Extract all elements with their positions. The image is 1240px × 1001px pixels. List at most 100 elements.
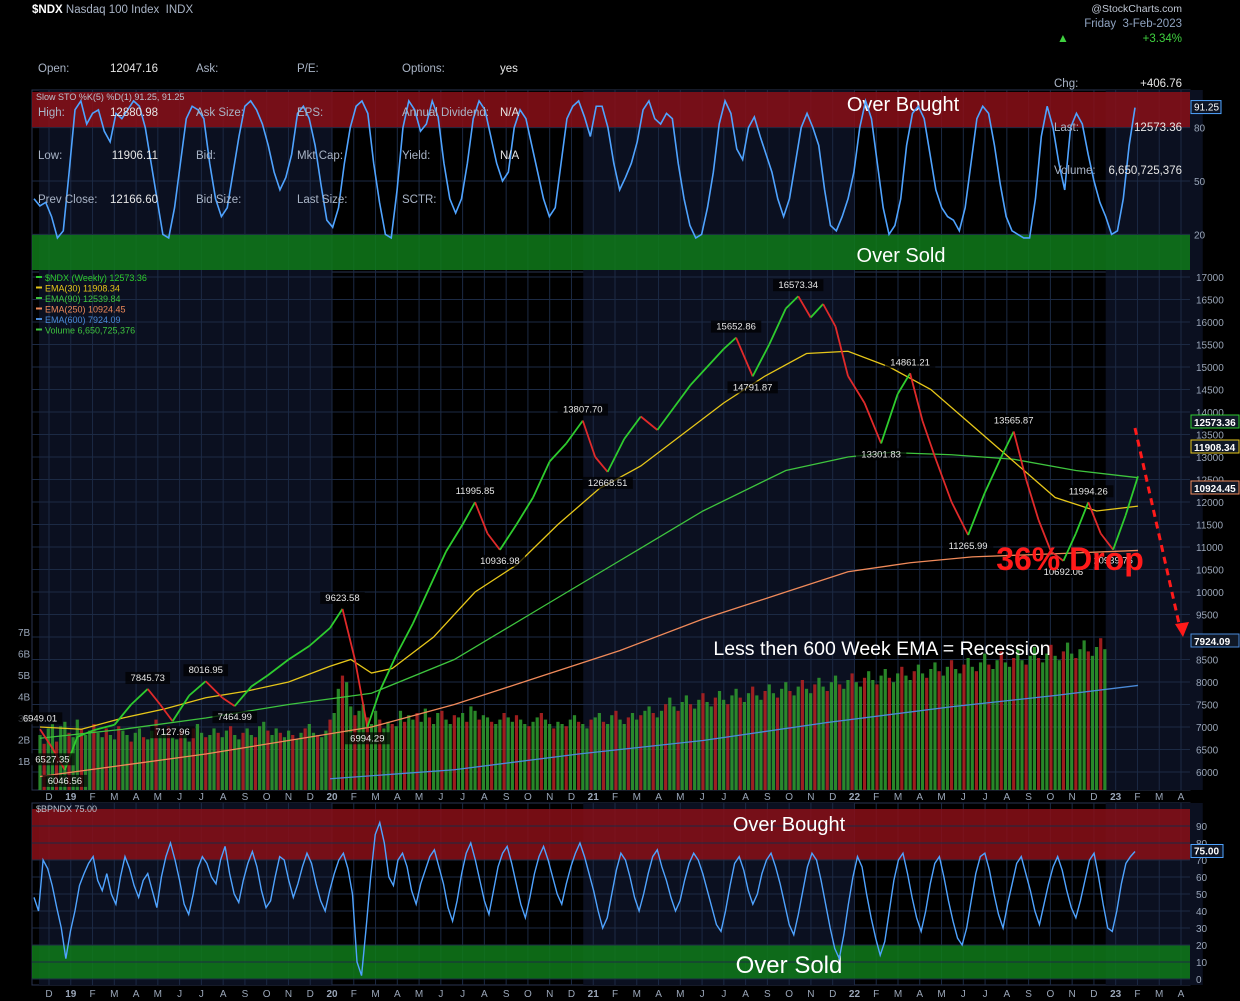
last-label: Last: [1054,121,1079,134]
volume-bar [506,717,510,790]
x-tick-label: 23 [1110,989,1122,1000]
price-tag: 12573.36 [1194,418,1236,429]
price-segment [950,501,969,536]
price-segment [130,688,149,706]
x-tick-label: D [307,989,314,1000]
volume-bar [825,691,829,790]
legend-entry: EMA(250) 10924.45 [45,305,126,315]
price-segment [594,456,609,473]
volume-bar [175,739,179,790]
volume-bar [788,691,792,790]
volume-label: Volume: [1054,165,1096,177]
price-segment [234,685,253,707]
volume-y-tick: 6B [18,650,31,661]
volume-bar [42,743,46,790]
volume-bar [104,728,108,790]
peak-label-bg [345,732,390,745]
price-segment [565,420,584,445]
volume-bar [941,675,945,790]
volume-bar [659,710,664,790]
x-tick-label: F [351,989,357,1000]
sto-legend: Slow STO %K(5) %D(1) 91.25, 91.25 [36,92,184,102]
ask-label: Ask: [196,63,219,75]
peak-label: 10939.76 [1093,556,1133,567]
lastsize-label: Last Size: [297,193,348,206]
volume-bar [465,721,469,790]
peak-label-bg [1087,554,1139,567]
volume-bar [473,710,477,790]
dividend-label: Annual Dividend: [402,106,489,119]
x-tick-label: F [873,792,879,803]
x-tick-label: A [220,989,227,1000]
prevclose-label: Prev Close: [38,193,98,206]
volume-bar [183,735,187,790]
drop-arrow-line [1133,427,1182,629]
volume-bar [357,710,361,790]
x-tick-label: J [961,989,966,1000]
change-pct: +3.34% [1142,33,1182,45]
peak-label-bg [449,485,501,498]
price-segment [810,303,824,319]
price-tag: 10924.45 [1194,484,1236,495]
volume-bar [746,693,751,790]
x-tick-label: F [89,792,95,803]
x-tick-label: J [721,792,726,803]
peak-label-bg [320,591,365,604]
chart-title: $NDX Nasdaq 100 Index INDX [32,4,193,16]
price-segment [863,402,882,444]
x-tick-label: O [263,792,271,803]
volume-bar [514,715,519,790]
bp-y-tick: 30 [1196,924,1208,935]
volume-bar [796,686,800,790]
stats-col1-labels: Open: High: Low: Prev Close: [38,33,97,222]
x-tick-label: J [199,792,204,803]
price-segment [847,375,866,404]
x-tick-label: 20 [326,792,338,803]
price-segment [1025,479,1040,521]
price-segment [1012,431,1027,480]
price-segment [76,729,95,738]
volume-bar [1036,658,1041,790]
volume-bar [1007,666,1012,790]
stats-col2: Ask: Ask Size: Bid: Bid Size: [196,33,244,222]
x-tick-label: M [894,792,902,803]
volume-bar [494,724,498,790]
price-y-tick: 13000 [1196,453,1224,464]
price-segment [880,393,899,444]
volume-bar [386,721,390,790]
volume-bar [1082,640,1086,790]
open-value: 12047.16 [110,63,158,75]
peak-label: 7127.96 [155,727,189,738]
x-tick-label: J [700,792,705,803]
x-tick-label: N [546,792,553,803]
volume-bar [1028,655,1032,790]
volume-bar [320,737,324,790]
volume-bar [572,715,577,790]
price-segment [39,728,54,749]
volume-bar [688,704,693,790]
bp-y-tick: 40 [1196,907,1208,918]
x-tick-label: 19 [65,989,77,1000]
x-tick-label: S [1025,989,1032,1000]
volume-bar [187,741,191,790]
volume-bar [162,732,166,790]
x-tick-label: J [961,792,966,803]
x-tick-label: M [894,989,902,1000]
peak-label: 8016.95 [189,665,223,676]
volume-bar [933,662,937,790]
price-segment [221,697,236,707]
price-segment [623,415,642,440]
sto-last-tag-box [1190,100,1222,115]
price-y-tick: 17000 [1196,273,1224,284]
volume-bar [1094,647,1099,790]
volume-bar [83,735,88,790]
volume-bar [1041,662,1045,790]
price-segment [1075,501,1090,534]
options-label: Options: [402,63,445,75]
price-y-tick: 7000 [1196,723,1219,734]
volume-bar [780,688,784,790]
peak-label: 7464.99 [218,712,252,723]
volume-bar [54,741,59,790]
price-segment [921,420,936,458]
x-tick-label: M [937,989,945,1000]
